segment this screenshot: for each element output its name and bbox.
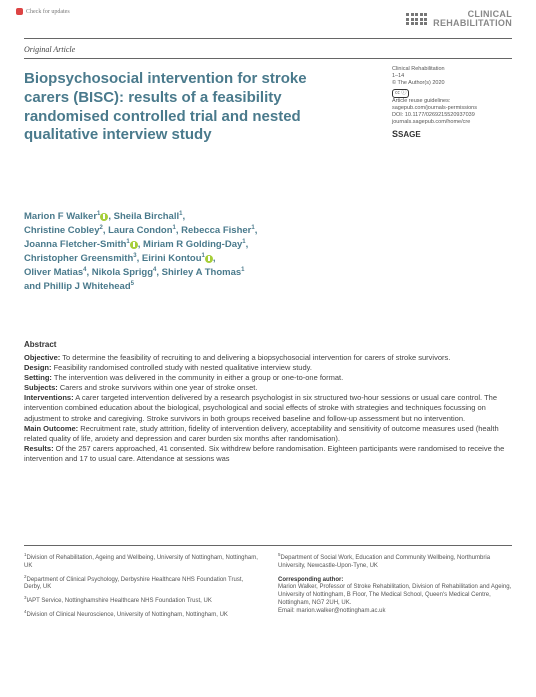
abstract-design-label: Design:: [24, 363, 52, 372]
abstract-subjects: Carers and stroke survivors within one y…: [58, 383, 258, 392]
affiliation-3: IAPT Service, Nottinghamshire Healthcare…: [27, 598, 212, 604]
orcid-icon: [205, 255, 213, 263]
affiliation-1: Division of Rehabilitation, Ageing and W…: [24, 555, 258, 569]
meta-guidelines: Article reuse guidelines:: [392, 98, 512, 105]
article-title: Biopsychosocial intervention for stroke …: [24, 70, 334, 145]
journal-logo-icon: [406, 13, 427, 25]
abstract-block: Abstract Objective: To determine the fea…: [24, 340, 512, 464]
abstract-results-label: Results:: [24, 444, 54, 453]
corresponding-email[interactable]: marion.walker@nottingham.ac.uk: [296, 608, 385, 614]
orcid-icon: [100, 213, 108, 221]
corresponding-email-label: Email:: [278, 608, 296, 614]
publisher-logo: SSAGESAGE: [392, 129, 512, 141]
corresponding-text: Marion Walker, Professor of Stroke Rehab…: [278, 584, 511, 606]
affiliation-5: Department of Social Work, Education and…: [278, 555, 490, 569]
check-updates-label: Check for updates: [26, 9, 70, 15]
rule-bottom: [24, 545, 512, 546]
affiliation-4: Division of Clinical Neuroscience, Unive…: [27, 612, 228, 618]
abstract-design: Feasibility randomised controlled study …: [52, 363, 312, 372]
abstract-setting: The intervention was delivered in the co…: [52, 373, 343, 382]
abstract-objective: To determine the feasibility of recruiti…: [60, 353, 450, 362]
meta-home: journals.sagepub.com/home/cre: [392, 119, 512, 126]
abstract-setting-label: Setting:: [24, 373, 52, 382]
title-block: Biopsychosocial intervention for stroke …: [24, 70, 334, 145]
cc-badge-icon: ㏄ ⓘ: [392, 89, 409, 98]
meta-journal: Clinical Rehabilitation: [392, 66, 512, 73]
author-list: Marion F Walker1, Sheila Birchall1, Chri…: [24, 210, 384, 294]
affiliations: 1Division of Rehabilitation, Ageing and …: [24, 552, 512, 623]
rule-top: [24, 38, 512, 39]
check-updates-link[interactable]: Check for updates: [16, 8, 70, 15]
abstract-objective-label: Objective:: [24, 353, 60, 362]
abstract-interventions: A carer targeted intervention delivered …: [24, 393, 497, 422]
abstract-subjects-label: Subjects:: [24, 383, 58, 392]
abstract-main-outcome: Recruitment rate, study attrition, fidel…: [24, 424, 499, 443]
article-meta: Clinical Rehabilitation 1–14 © The Autho…: [392, 66, 512, 141]
corresponding-heading: Corresponding author:: [278, 577, 343, 583]
orcid-icon: [130, 241, 138, 249]
journal-name: CLINICAL REHABILITATION: [433, 10, 512, 28]
journal-header: CLINICAL REHABILITATION: [406, 10, 512, 28]
affiliations-left: 1Division of Rehabilitation, Ageing and …: [24, 552, 258, 623]
meta-copyright: © The Author(s) 2020: [392, 80, 512, 87]
rule-under-type: [24, 58, 512, 59]
abstract-results: Of the 257 carers approached, 41 consent…: [24, 444, 504, 463]
check-updates-icon: [16, 8, 23, 15]
abstract-heading: Abstract: [24, 340, 512, 351]
affiliations-right: 5Department of Social Work, Education an…: [278, 552, 512, 623]
affiliation-2: Department of Clinical Psychology, Derby…: [24, 577, 243, 591]
abstract-main-outcome-label: Main Outcome:: [24, 424, 78, 433]
meta-permissions: sagepub.com/journals-permissions: [392, 105, 512, 112]
article-type: Original Article: [24, 45, 75, 54]
meta-doi: DOI: 10.1177/0269215520937039: [392, 112, 512, 119]
abstract-interventions-label: Interventions:: [24, 393, 74, 402]
